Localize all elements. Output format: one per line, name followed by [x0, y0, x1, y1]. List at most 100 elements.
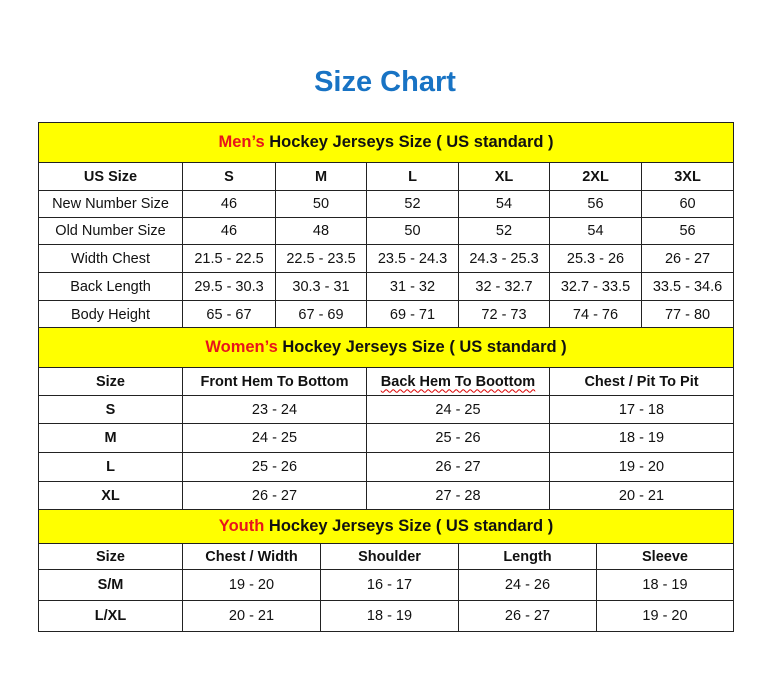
table-cell: 18 - 19	[595, 569, 735, 601]
table-row: S/M 19 - 20 16 - 17 24 - 26 18 - 19	[38, 569, 735, 601]
column-header: 3XL	[640, 162, 735, 191]
youth-section-title: Youth Hockey Jerseys Size ( US standard …	[37, 509, 735, 544]
column-header: Size	[38, 367, 183, 396]
table-row: Old Number Size 46 48 50 52 54 56	[38, 217, 735, 245]
table-cell: 25.3 - 26	[549, 244, 642, 273]
column-header: Size	[38, 543, 183, 570]
section-title-highlight: Youth	[218, 517, 265, 535]
table-cell: L/XL	[38, 600, 183, 632]
table-cell: 24 - 25	[366, 395, 550, 424]
table-cell: 25 - 26	[366, 423, 550, 453]
column-header: Sleeve	[595, 543, 735, 570]
table-row: XL 26 - 27 27 - 28 20 - 21	[38, 481, 735, 510]
table-cell: 46	[182, 217, 276, 245]
table-cell: L	[38, 452, 183, 482]
column-header: M	[275, 162, 367, 191]
table-cell: 16 - 17	[320, 569, 459, 601]
section-title-highlight: Women’s	[205, 338, 278, 356]
women-section-title: Women’s Hockey Jerseys Size ( US standar…	[37, 327, 735, 368]
table-cell: 20 - 21	[548, 481, 735, 510]
men-section-title: Men’s Hockey Jerseys Size ( US standard …	[37, 122, 735, 163]
womens-size-table: Women’s Hockey Jerseys Size ( US standar…	[37, 327, 735, 510]
table-cell: 18 - 19	[320, 600, 459, 632]
table-cell: 24.3 - 25.3	[458, 244, 550, 273]
section-title-text: Hockey Jerseys Size ( US standard )	[264, 517, 554, 535]
table-cell: 31 - 32	[366, 272, 459, 301]
table-cell: 52	[458, 217, 550, 245]
table-cell: 48	[275, 217, 367, 245]
column-header: Shoulder	[320, 543, 459, 570]
table-row: L 25 - 26 26 - 27 19 - 20	[38, 452, 735, 482]
table-cell: 72 - 73	[458, 300, 550, 329]
table-cell: 19 - 20	[595, 600, 735, 632]
table-row: Back Length 29.5 - 30.3 30.3 - 31 31 - 32 32…	[38, 272, 735, 301]
column-header: Chest / Pit To Pit	[548, 367, 735, 396]
table-cell: 56	[640, 217, 735, 245]
column-header: Chest / Width	[182, 543, 321, 570]
table-cell: 19 - 20	[182, 569, 321, 601]
section-title-text: Hockey Jerseys Size ( US standard )	[264, 133, 554, 151]
table-cell: 46	[182, 190, 276, 218]
table-cell: 32 - 32.7	[458, 272, 550, 301]
table-cell: 21.5 - 22.5	[182, 244, 276, 273]
table-cell: 52	[366, 190, 459, 218]
table-cell: M	[38, 423, 183, 453]
table-cell: 60	[640, 190, 735, 218]
table-row: L/XL 20 - 21 18 - 19 26 - 27 19 - 20	[38, 600, 735, 632]
column-header: L	[366, 162, 459, 191]
table-cell: New Number Size	[38, 190, 183, 218]
table-cell: 23 - 24	[182, 395, 367, 424]
column-header: Length	[458, 543, 597, 570]
mens-size-table: Men’s Hockey Jerseys Size ( US standard …	[37, 122, 735, 329]
table-cell: 56	[549, 190, 642, 218]
table-cell: 24 - 26	[458, 569, 597, 601]
table-cell: 77 - 80	[640, 300, 735, 329]
table-cell: 74 - 76	[549, 300, 642, 329]
table-cell: 50	[366, 217, 459, 245]
table-cell: XL	[38, 481, 183, 510]
table-cell: 26 - 27	[366, 452, 550, 482]
table-cell: 19 - 20	[548, 452, 735, 482]
column-header-row: US Size S M L XL 2XL 3XL	[38, 162, 735, 191]
table-row: Width Chest 21.5 - 22.5 22.5 - 23.5 23.5 - …	[38, 244, 735, 273]
table-cell: 17 - 18	[548, 395, 735, 424]
table-cell: 65 - 67	[182, 300, 276, 329]
table-row: New Number Size 46 50 52 54 56 60	[38, 190, 735, 218]
table-cell: 32.7 - 33.5	[549, 272, 642, 301]
table-cell: 24 - 25	[182, 423, 367, 453]
table-cell: S/M	[38, 569, 183, 601]
table-row: Body Height 65 - 67 67 - 69 69 - 71 72 - 73 7…	[38, 300, 735, 329]
table-cell: 26 - 27	[458, 600, 597, 632]
table-cell: 26 - 27	[640, 244, 735, 273]
section-title-highlight: Men’s	[218, 133, 265, 151]
page-title: Size Chart	[314, 66, 456, 98]
table-cell: 30.3 - 31	[275, 272, 367, 301]
table-cell: 33.5 - 34.6	[640, 272, 735, 301]
column-header: US Size	[38, 162, 183, 191]
table-cell: 50	[275, 190, 367, 218]
column-header: 2XL	[549, 162, 642, 191]
table-cell: Back Length	[38, 272, 183, 301]
table-cell: 67 - 69	[275, 300, 367, 329]
youth-size-table: Youth Hockey Jerseys Size ( US standard …	[37, 509, 735, 632]
table-cell: 22.5 - 23.5	[275, 244, 367, 273]
table-cell: Old Number Size	[38, 217, 183, 245]
table-cell: 20 - 21	[182, 600, 321, 632]
table-cell: Width Chest	[38, 244, 183, 273]
table-cell: 54	[458, 190, 550, 218]
table-cell: 27 - 28	[366, 481, 550, 510]
column-header: Back Hem To Boottom	[366, 367, 550, 396]
table-cell: S	[38, 395, 183, 424]
section-title-text: Hockey Jerseys Size ( US standard )	[277, 338, 567, 356]
table-cell: 25 - 26	[182, 452, 367, 482]
column-header-row: Size Chest / Width Shoulder Length Sleeve	[38, 543, 735, 570]
table-cell: 23.5 - 24.3	[366, 244, 459, 273]
table-cell: 29.5 - 30.3	[182, 272, 276, 301]
table-cell: 18 - 19	[548, 423, 735, 453]
table-row: S 23 - 24 24 - 25 17 - 18	[38, 395, 735, 424]
table-cell: 26 - 27	[182, 481, 367, 510]
table-cell: 54	[549, 217, 642, 245]
table-row: M 24 - 25 25 - 26 18 - 19	[38, 423, 735, 453]
column-header: S	[182, 162, 276, 191]
table-cell: 69 - 71	[366, 300, 459, 329]
